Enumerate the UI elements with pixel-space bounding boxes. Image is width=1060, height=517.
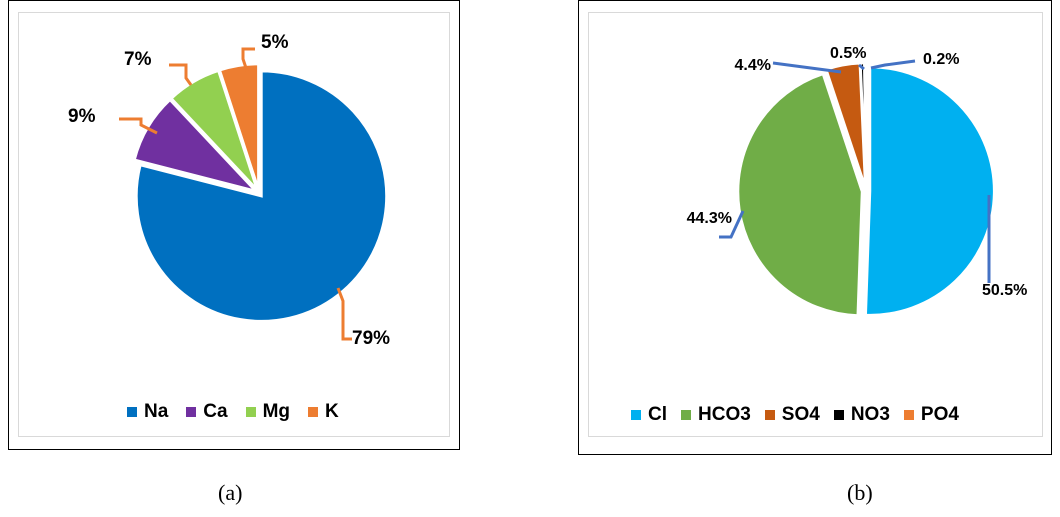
chart-b-legend-label-so4: SO4 — [781, 404, 820, 425]
chart-b-legend-swatch-po4 — [903, 410, 914, 420]
chart-a-slice-mg — [169, 69, 259, 191]
chart-a-legend-item-na: Na — [127, 401, 168, 423]
chart-b-leader-line-hco3 — [719, 210, 745, 239]
chart-b-slice-hco3 — [736, 72, 864, 317]
chart-b-data-label-so4: 4.4% — [735, 57, 771, 74]
chart-b-slice-cl — [864, 65, 996, 317]
chart-b-data-label-hco3: 44.3% — [687, 210, 732, 227]
caption-a: (a) — [218, 480, 243, 505]
chart-b-legend-item-hco3: HCO3 — [681, 404, 751, 426]
chart-a-leader-line-k — [241, 47, 255, 72]
chart-a-legend-item-k: K — [308, 401, 339, 423]
chart-a-legend: Na Ca Mg K — [127, 401, 339, 423]
chart-b-legend-item-po4: PO4 — [903, 404, 959, 426]
caption-b: (b) — [847, 480, 873, 505]
chart-b-legend-label-no3: NO3 — [850, 404, 890, 425]
chart-b-legend-item-so4: SO4 — [764, 404, 820, 426]
pie-chart-b: 50.5% 44.3% 4.4% 0.5% 0.2% — [687, 45, 1027, 317]
chart-a-plot-frame — [18, 12, 450, 437]
chart-a-slice-na — [135, 69, 388, 323]
chart-b-slice-po4 — [863, 61, 868, 188]
chart-a-legend-item-mg: Mg — [245, 401, 291, 423]
chart-b-leader-line-no3 — [858, 63, 865, 71]
chart-a-leader-line-mg — [169, 63, 193, 86]
chart-a-data-label-k: 5% — [261, 32, 289, 53]
chart-a-data-label-ca: 9% — [68, 106, 96, 127]
chart-a-legend-label-k: K — [325, 401, 339, 422]
chart-b-data-label-no3: 0.5% — [830, 45, 866, 62]
chart-b-leader-line-po4 — [870, 59, 916, 70]
pie-chart-a: 79% 9% 7% 5% — [68, 32, 390, 349]
chart-b-data-label-po4: 0.2% — [923, 51, 959, 68]
chart-b-legend-swatch-no3 — [833, 410, 844, 420]
chart-b-legend-swatch-hco3 — [681, 410, 691, 420]
chart-b-legend-item-cl: Cl — [631, 404, 667, 426]
chart-a-legend-swatch-na — [127, 407, 137, 417]
pie-chart-a-panel: 79% 9% 7% 5% Na Ca Mg K — [8, 0, 460, 450]
chart-a-leader-line-na — [336, 287, 352, 341]
pie-chart-b-panel: 50.5% 44.3% 4.4% 0.5% 0.2% Cl HCO3 SO4 NO3 PO4 — [578, 0, 1052, 455]
chart-b-legend-label-hco3: HCO3 — [698, 404, 751, 425]
chart-a-legend-swatch-ca — [186, 407, 197, 417]
chart-b-legend-swatch-so4 — [764, 410, 775, 420]
chart-b-legend-swatch-cl — [631, 410, 641, 420]
chart-a-legend-swatch-mg — [245, 407, 256, 417]
chart-b-legend-item-no3: NO3 — [833, 404, 890, 426]
chart-b-plot-frame — [588, 12, 1043, 437]
chart-a-legend-label-ca: Ca — [203, 401, 228, 422]
chart-a-legend-label-na: Na — [144, 401, 169, 422]
chart-a-slice-k — [218, 62, 260, 190]
chart-b-legend-label-cl: Cl — [648, 404, 667, 425]
chart-b-legend-label-po4: PO4 — [920, 404, 959, 425]
chart-b-data-label-cl: 50.5% — [982, 282, 1027, 299]
chart-a-legend-swatch-k — [308, 407, 319, 417]
chart-a-legend-item-ca: Ca — [186, 401, 228, 423]
chart-b-leader-line-so4 — [772, 61, 842, 74]
chart-b-legend: Cl HCO3 SO4 NO3 PO4 — [631, 404, 959, 426]
chart-a-data-label-mg: 7% — [124, 49, 152, 70]
chart-a-leader-line-ca — [119, 117, 158, 135]
chart-a-legend-label-mg: Mg — [262, 401, 291, 422]
chart-a-data-label-na: 79% — [352, 328, 390, 349]
